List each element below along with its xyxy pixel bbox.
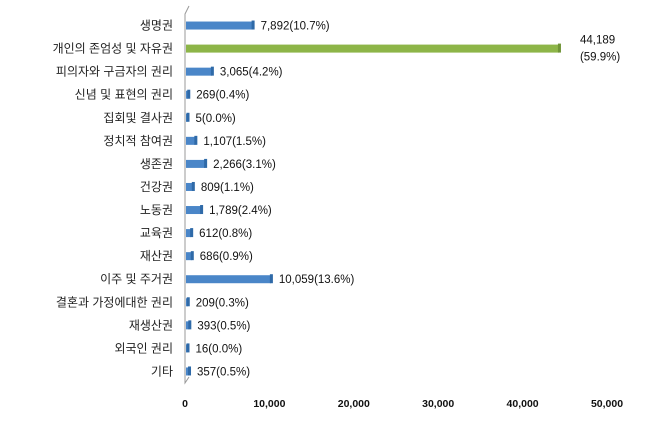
category-label: 이주 및 주거권 [100, 272, 173, 286]
data-label: 2,266(3.1%) [213, 159, 276, 171]
bar [186, 252, 192, 261]
category-label: 집회및 결사권 [103, 111, 173, 125]
bar-end-cap [191, 181, 195, 191]
category-label: 신념 및 표현의 권리 [75, 88, 173, 102]
bar [186, 21, 253, 30]
y-axis-line [184, 5, 190, 385]
bar-end-cap [204, 158, 208, 168]
data-label: 16(0.0%) [196, 343, 243, 355]
category-label: 재생산권 [129, 318, 173, 332]
data-label: 393(0.5%) [197, 320, 250, 332]
bar [186, 44, 559, 53]
data-label: 5(0.0%) [196, 113, 236, 125]
data-label: 612(0.8%) [199, 228, 252, 240]
bar-end-cap [188, 320, 192, 330]
data-label: 209(0.3%) [196, 297, 249, 309]
category-label: 정치적 참여권 [103, 134, 173, 148]
data-label: 10,059(13.6%) [279, 274, 355, 286]
bar [186, 182, 193, 191]
bar-end-cap [210, 66, 214, 76]
category-label: 생존권 [140, 157, 173, 171]
x-tick-label: 20,000 [338, 398, 370, 410]
bar [186, 229, 192, 238]
category-label: 외국인 권리 [114, 341, 173, 355]
bar [186, 90, 189, 99]
data-label: 7,892(10.7%) [261, 21, 330, 33]
data-label: 686(0.9%) [200, 251, 253, 263]
category-label: 개인의 존엄성 및 자유권 [53, 42, 173, 56]
bar-end-cap [251, 20, 255, 30]
bar [186, 367, 190, 376]
data-label: 1,107(1.5%) [203, 136, 266, 148]
bar-end-cap [186, 297, 190, 307]
x-tick-label: 10,000 [253, 398, 285, 410]
category-label: 교육권 [140, 226, 173, 240]
bar [186, 159, 206, 168]
category-label: 결혼과 가정에대한 권리 [56, 295, 173, 309]
category-label: 노동권 [140, 203, 173, 217]
bar [186, 321, 190, 330]
bar-end-cap [190, 228, 194, 238]
bar-end-cap [194, 135, 198, 145]
bar-end-cap [186, 112, 190, 122]
data-label: 357(0.5%) [197, 366, 250, 378]
category-label: 건강권 [140, 180, 173, 194]
category-label: 재산권 [140, 249, 173, 263]
bar [186, 67, 212, 76]
data-label: 269(0.4%) [196, 90, 249, 102]
x-tick-label: 0 [182, 398, 188, 410]
data-label: 1,789(2.4%) [209, 205, 272, 217]
x-tick-label: 50,000 [591, 398, 623, 410]
bar-end-cap [557, 43, 561, 53]
bar [186, 136, 196, 145]
bar-end-cap [187, 89, 191, 99]
bar-end-cap [186, 343, 190, 353]
bar [186, 206, 202, 215]
data-label: 809(1.1%) [201, 182, 254, 194]
category-label: 피의자와 구금자의 권리 [56, 65, 173, 79]
data-label: 3,065(4.2%) [220, 67, 283, 79]
category-label: 생명권 [140, 19, 173, 33]
bar-end-cap [200, 205, 204, 215]
x-tick-label: 40,000 [507, 398, 539, 410]
data-label: 44,189 (59.9%) [580, 35, 620, 64]
bar-end-cap [269, 274, 273, 284]
x-tick-label: 30,000 [422, 398, 454, 410]
category-label: 기타 [151, 364, 173, 378]
bar-end-cap [188, 366, 192, 376]
bar-end-cap [190, 251, 194, 261]
bar [186, 275, 271, 284]
